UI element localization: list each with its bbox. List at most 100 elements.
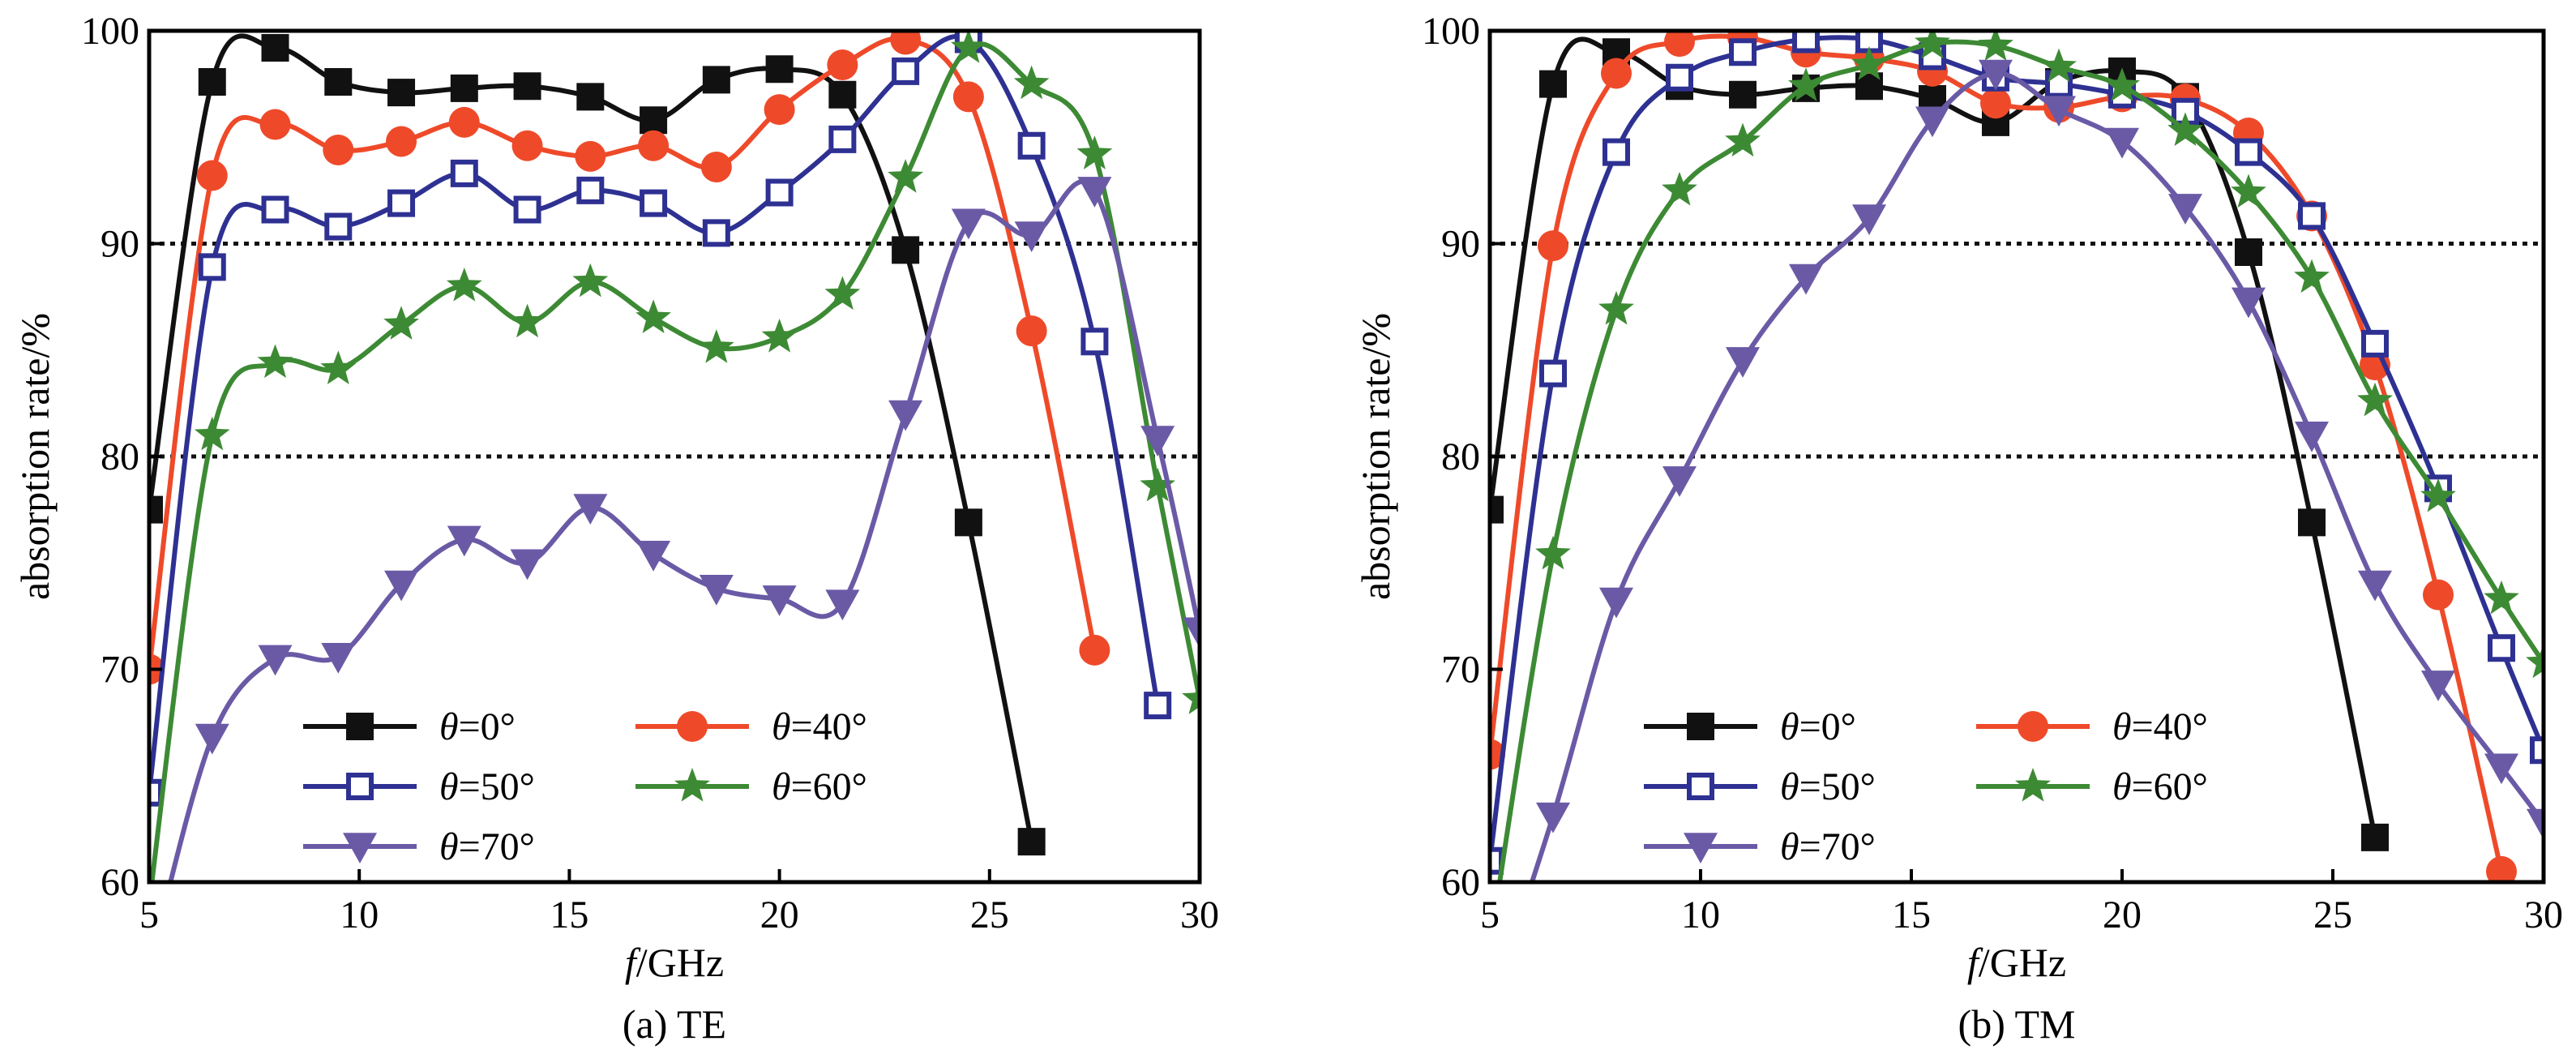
data-point-1-4 (324, 68, 353, 96)
legend-item-2: θ=40° (635, 705, 867, 748)
data-point-4-11 (761, 319, 798, 353)
data-point-4-16 (2420, 478, 2456, 512)
data-point-3-10 (702, 219, 730, 247)
legend-label: θ=40° (772, 705, 867, 748)
y-tick-label: 60 (101, 861, 139, 904)
data-point-1-2 (198, 68, 226, 96)
data-point-5-18 (2527, 808, 2544, 840)
data-point-5-8 (1915, 106, 1949, 138)
legend-label: θ=50° (439, 765, 535, 808)
series-line-3 (1490, 35, 2544, 862)
legend-marker (1684, 833, 1718, 863)
data-point-3-11 (765, 178, 794, 207)
data-point-5-6 (1789, 264, 1823, 295)
data-point-1-3 (261, 34, 289, 62)
series-line-2 (149, 36, 1098, 670)
y-axis-label: absorption rate/% (1353, 313, 1398, 600)
data-point-2-9 (638, 130, 670, 161)
data-point-5-18 (1183, 617, 1200, 649)
data-point-2-7 (511, 130, 543, 161)
x-tick-label: 10 (1681, 893, 1720, 936)
legend-label: θ=70° (439, 825, 535, 868)
legend-label: θ=60° (2112, 765, 2208, 808)
data-point-1-5 (1729, 80, 1757, 109)
data-point-4-2 (1535, 535, 1571, 570)
data-point-5-11 (2105, 127, 2139, 159)
legend-marker (2015, 768, 2051, 802)
panel-caption: (b) TM (1958, 1001, 2076, 1047)
data-point-5-4 (1662, 466, 1697, 497)
data-point-5-9 (1979, 59, 2013, 91)
y-tick-label: 100 (1422, 10, 1480, 53)
data-point-5-7 (1852, 204, 1886, 235)
data-point-4-11 (2104, 67, 2140, 101)
data-point-4-10 (2041, 48, 2077, 83)
data-point-5-3 (258, 645, 293, 676)
legend-marker (343, 833, 377, 863)
data-point-5-13 (888, 400, 923, 431)
data-point-5-16 (1077, 177, 1112, 208)
y-axis-label: absorption rate/% (12, 313, 58, 600)
data-point-4-7 (1851, 46, 1887, 80)
data-point-4-12 (824, 276, 861, 311)
data-point-4-3 (257, 344, 293, 379)
data-point-5-13 (2232, 287, 2266, 319)
data-point-1-8 (576, 83, 605, 111)
data-point-1-7 (513, 72, 541, 101)
data-point-4-13 (888, 159, 923, 193)
y-tick-label: 90 (1441, 223, 1480, 266)
data-point-1-6 (450, 74, 478, 102)
data-point-5-7 (510, 549, 545, 581)
legend-marker (346, 773, 374, 800)
legend-item-1: θ=0° (303, 705, 516, 748)
data-point-4-8 (572, 263, 609, 298)
data-point-1-14 (954, 508, 982, 537)
data-point-1-13 (2235, 238, 2262, 266)
data-point-2-14 (952, 81, 984, 113)
data-point-4-6 (1788, 67, 1824, 101)
y-tick-label: 80 (1441, 435, 1480, 478)
data-point-3-6 (1792, 31, 1820, 54)
data-point-5-1 (132, 953, 166, 984)
plot-area (1490, 31, 2544, 882)
data-point-5-11 (762, 585, 797, 616)
data-point-2-15 (1016, 315, 1047, 347)
data-point-4-17 (1140, 467, 1175, 502)
x-tick-label: 20 (2103, 893, 2142, 936)
series-markers-4 (1535, 31, 2544, 679)
y-tick-label: 90 (101, 223, 139, 266)
data-point-5-10 (2042, 96, 2076, 127)
data-point-1-10 (702, 66, 730, 94)
data-point-2-2 (1538, 230, 1568, 262)
data-point-2-3 (1601, 58, 1632, 89)
data-point-5-12 (825, 589, 860, 621)
data-point-2-16 (2423, 579, 2454, 611)
data-point-3-8 (576, 176, 605, 204)
data-point-4-5 (383, 306, 419, 340)
data-point-2-9 (1980, 88, 2011, 119)
data-point-4-5 (1725, 122, 1761, 157)
data-point-1-14 (2298, 508, 2326, 537)
data-point-2-8 (575, 140, 606, 172)
data-point-1-11 (765, 55, 794, 84)
data-point-1-13 (892, 236, 920, 264)
data-point-3-6 (450, 159, 478, 187)
series-markers-2 (149, 31, 1110, 685)
data-point-5-2 (195, 723, 229, 755)
legend-marker (1687, 713, 1714, 740)
x-axis-label: f/GHz (625, 940, 724, 985)
data-point-3-2 (1539, 359, 1567, 388)
data-point-3-17 (2488, 634, 2515, 662)
data-point-4-14 (2294, 259, 2330, 293)
data-point-4-15 (1013, 65, 1050, 100)
panel-caption: (a) TE (623, 1001, 726, 1047)
data-point-3-4 (324, 212, 353, 241)
data-point-4-3 (1598, 290, 1634, 325)
data-point-2-3 (259, 109, 291, 140)
x-tick-label: 20 (760, 893, 799, 936)
y-tick-label: 70 (1441, 649, 1480, 692)
data-point-5-17 (2484, 753, 2518, 785)
data-point-3-5 (1729, 38, 1757, 66)
data-point-3-3 (261, 195, 289, 224)
data-point-2-16 (1079, 634, 1110, 666)
